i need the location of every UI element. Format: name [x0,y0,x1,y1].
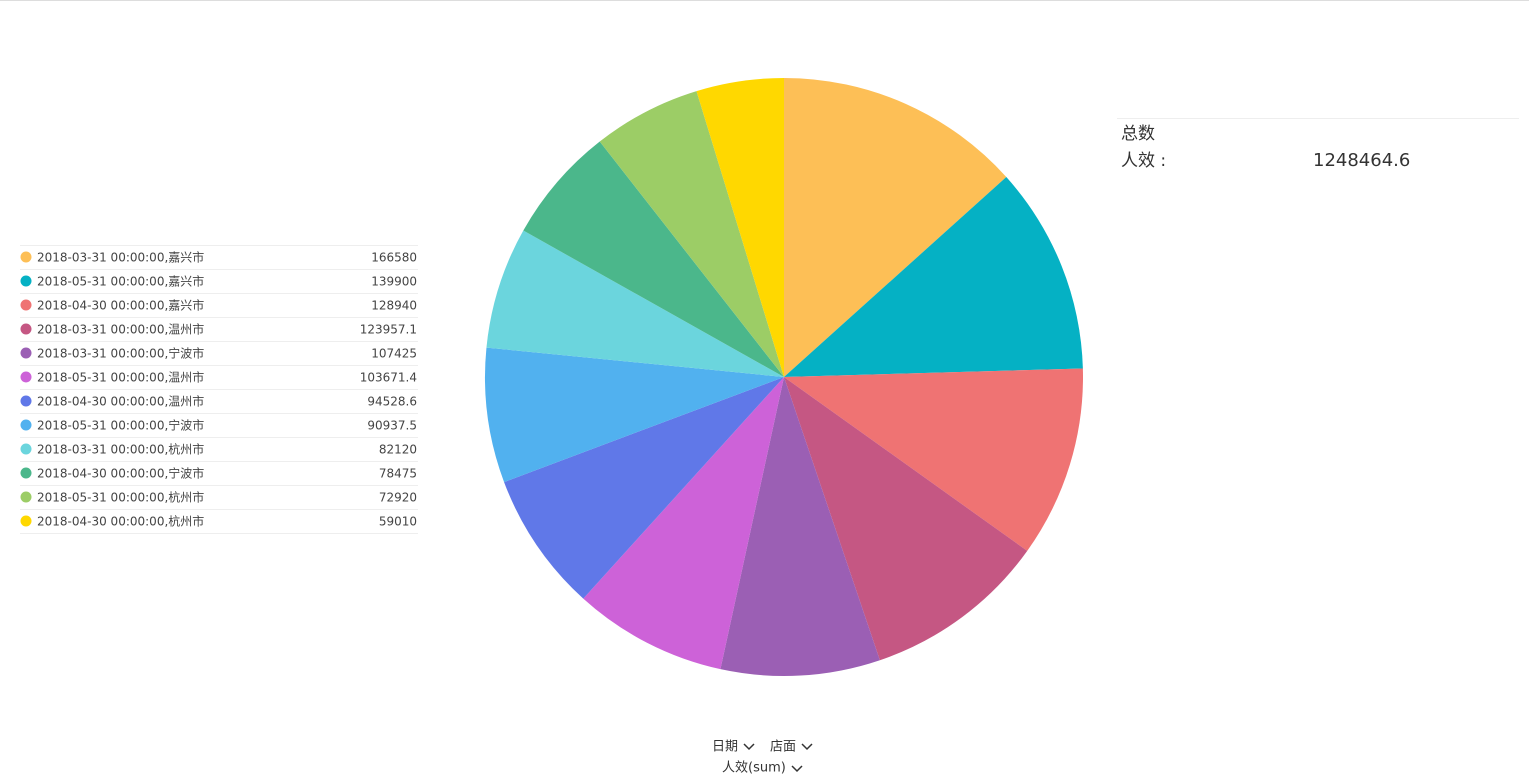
summary-label: 人效 : [1121,151,1166,171]
pie-slice [784,177,1083,377]
legend-value: 166580 [371,251,417,265]
legend-value: 94528.6 [367,395,417,409]
pie-slice [523,141,784,377]
legend-marker [20,419,32,431]
pie-slice [784,78,1007,377]
pie-slice [504,377,784,599]
legend-label: 2018-03-31 00:00:00,杭州市 [37,442,204,457]
legend-label: 2018-04-30 00:00:00,嘉兴市 [37,298,204,313]
legend-marker [20,443,32,455]
legend-marker [20,395,32,407]
pie-slice [485,347,784,483]
legend-value: 90937.5 [367,419,417,433]
control-date[interactable]: 日期 [712,740,738,755]
legend-label: 2018-03-31 00:00:00,温州市 [37,322,204,337]
pie-slice [583,377,784,670]
legend-label: 2018-05-31 00:00:00,嘉兴市 [37,274,204,289]
legend-value: 128940 [371,299,417,313]
control-measure[interactable]: 人效(sum) [722,761,786,776]
legend-label: 2018-04-30 00:00:00,杭州市 [37,514,204,529]
legend-label: 2018-05-31 00:00:00,宁波市 [37,418,204,433]
legend-label: 2018-04-30 00:00:00,温州市 [37,394,204,409]
legend-marker [20,275,32,287]
legend-marker [20,251,32,263]
pie-slice [696,78,784,377]
legend-marker [20,467,32,479]
legend-label: 2018-04-30 00:00:00,宁波市 [37,466,204,481]
legend-value: 103671.4 [360,371,417,385]
legend-value: 82120 [379,443,417,457]
legend-marker [20,491,32,503]
legend-value: 59010 [379,515,417,529]
legend-label: 2018-03-31 00:00:00,嘉兴市 [37,250,204,265]
chevron[interactable] [801,743,813,751]
legend-label: 2018-05-31 00:00:00,杭州市 [37,490,204,505]
chevron[interactable] [791,765,803,773]
legend-marker [20,323,32,335]
legend-marker [20,299,32,311]
legend-marker [20,515,32,527]
chevron[interactable] [743,743,755,751]
pie-slice [784,377,1028,661]
legend-label: 2018-05-31 00:00:00,温州市 [37,370,204,385]
summary-value: 1248464.6 [1313,150,1410,171]
pie-slice [784,368,1083,551]
legend-label: 2018-03-31 00:00:00,宁波市 [37,346,204,361]
summary-title: 总数 [1121,124,1155,144]
legend-value: 72920 [379,491,417,505]
control-store[interactable]: 店面 [770,740,796,755]
legend-value: 139900 [371,275,417,289]
pie-slice [599,91,784,378]
pie-slice [720,377,880,676]
legend-marker [20,371,32,383]
legend-marker [20,347,32,359]
legend-value: 123957.1 [360,323,417,337]
pie-slice [486,230,784,377]
legend-value: 78475 [379,467,417,481]
legend-value: 107425 [371,347,417,361]
